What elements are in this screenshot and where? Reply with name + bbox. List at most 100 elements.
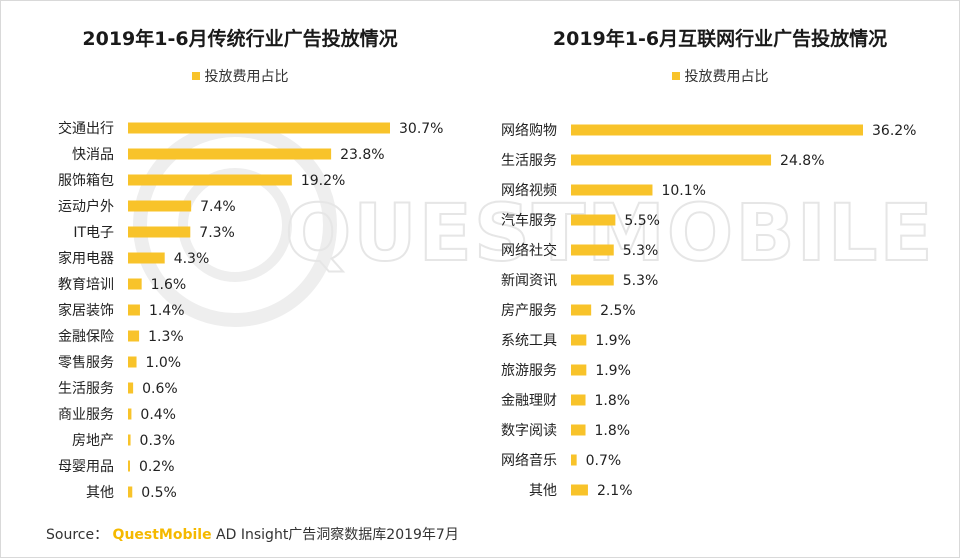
bar xyxy=(571,394,586,406)
value-label: 10.1% xyxy=(661,183,705,199)
value-label: 0.4% xyxy=(140,407,176,423)
category-label: 其他 xyxy=(529,483,557,499)
value-label: 24.8% xyxy=(780,153,824,169)
bar xyxy=(128,122,390,134)
bar xyxy=(128,226,191,238)
legend: 投放费用占比 xyxy=(0,66,480,86)
legend-swatch xyxy=(191,72,200,80)
bar-chart-internet: 网络购物 36.2% 生活服务 24.8% 网络视频 10.1% 汽车服务 5.5% 网络社交 5… xyxy=(501,123,916,499)
category-label: 教育培训 xyxy=(58,277,114,293)
value-label: 1.3% xyxy=(148,329,184,345)
bar-chart-traditional: 交通出行 30.7% 快消品 23.8% 服饰箱包 19.2% 运动户外 7.4% IT电子 7.… xyxy=(58,120,443,501)
bar xyxy=(128,356,137,368)
bar xyxy=(571,184,653,196)
bar xyxy=(571,214,616,226)
legend-swatch xyxy=(671,72,680,80)
bar xyxy=(571,124,863,136)
bar xyxy=(571,304,592,316)
category-label: 金融保险 xyxy=(58,329,114,345)
value-label: 30.7% xyxy=(399,121,443,137)
chart-title: 2019年1-6月互联网行业广告投放情况 xyxy=(552,28,888,50)
category-label: 家居装饰 xyxy=(58,302,114,319)
category-label: IT电子 xyxy=(73,225,114,241)
value-label: 0.5% xyxy=(141,485,177,501)
bar xyxy=(128,252,165,264)
bar xyxy=(128,278,142,290)
bar xyxy=(128,304,140,316)
chart-title: 2019年1-6月传统行业广告投放情况 xyxy=(82,28,398,50)
value-label: 1.9% xyxy=(595,333,631,349)
bar xyxy=(128,382,134,394)
value-label: 0.7% xyxy=(586,453,622,469)
category-label: 系统工具 xyxy=(501,333,557,349)
legend-label: 投放费用占比 xyxy=(684,69,769,85)
category-label: 快消品 xyxy=(72,147,114,163)
value-label: 5.3% xyxy=(623,273,659,289)
value-label: 4.3% xyxy=(174,251,210,267)
category-label: 母婴用品 xyxy=(58,459,114,475)
category-label: 生活服务 xyxy=(58,381,114,397)
category-label: 网络购物 xyxy=(501,123,557,139)
bar xyxy=(571,274,614,286)
category-label: 新闻资讯 xyxy=(501,273,557,289)
category-label: 生活服务 xyxy=(501,153,557,169)
bar xyxy=(571,424,586,436)
bar xyxy=(128,330,140,342)
bar xyxy=(571,154,772,166)
bar xyxy=(128,434,131,446)
category-label: 服饰箱包 xyxy=(58,173,114,189)
category-label: 房地产 xyxy=(72,433,114,449)
category-label: 商业服务 xyxy=(58,407,114,423)
value-label: 1.8% xyxy=(595,423,631,439)
bar xyxy=(128,408,132,420)
value-label: 2.5% xyxy=(600,303,636,319)
category-label: 运动户外 xyxy=(58,198,114,215)
category-label: 数字阅读 xyxy=(501,422,557,439)
source-prefix: Source： xyxy=(46,527,109,543)
bar xyxy=(571,454,577,466)
value-label: 1.0% xyxy=(146,355,182,371)
category-label: 汽车服务 xyxy=(501,212,557,229)
value-label: 7.4% xyxy=(200,199,236,215)
value-label: 23.8% xyxy=(340,147,384,163)
value-label: 1.9% xyxy=(595,363,631,379)
bar xyxy=(128,174,292,186)
bar xyxy=(128,460,130,472)
chart-panel-traditional: 2019年1-6月传统行业广告投放情况 投放费用占比 交通出行 30.7% 快消品 2… xyxy=(0,0,480,520)
category-label: 网络社交 xyxy=(501,242,557,259)
category-label: 零售服务 xyxy=(58,355,114,371)
value-label: 1.6% xyxy=(151,277,187,293)
source-brand: QuestMobile xyxy=(112,527,212,543)
legend: 投放费用占比 xyxy=(480,66,960,86)
bar xyxy=(128,148,332,160)
value-label: 1.4% xyxy=(149,303,185,319)
source-note: Source： QuestMobile AD Insight广告洞察数据库201… xyxy=(46,524,459,544)
bar xyxy=(571,334,587,346)
bar xyxy=(128,200,192,212)
chart-panel-internet: 2019年1-6月互联网行业广告投放情况 投放费用占比 网络购物 36.2% 生活服… xyxy=(480,0,960,520)
category-label: 网络视频 xyxy=(501,183,557,199)
legend-label: 投放费用占比 xyxy=(204,69,289,85)
category-label: 家用电器 xyxy=(58,250,114,267)
bar xyxy=(571,484,588,496)
category-label: 金融理财 xyxy=(501,393,557,409)
value-label: 5.3% xyxy=(623,243,659,259)
category-label: 其他 xyxy=(86,485,114,501)
bar xyxy=(571,364,587,376)
category-label: 旅游服务 xyxy=(501,363,557,379)
value-label: 0.6% xyxy=(142,381,178,397)
bar xyxy=(571,244,614,256)
value-label: 36.2% xyxy=(872,123,916,139)
source-suffix: AD Insight广告洞察数据库2019年7月 xyxy=(211,527,459,543)
category-label: 房产服务 xyxy=(501,303,557,319)
value-label: 0.2% xyxy=(139,459,175,475)
value-label: 0.3% xyxy=(140,433,176,449)
category-label: 网络音乐 xyxy=(501,452,557,469)
category-label: 交通出行 xyxy=(58,120,114,137)
value-label: 7.3% xyxy=(199,225,235,241)
value-label: 19.2% xyxy=(301,173,345,189)
bar xyxy=(128,486,133,498)
value-label: 1.8% xyxy=(595,393,631,409)
value-label: 2.1% xyxy=(597,483,633,499)
value-label: 5.5% xyxy=(624,213,660,229)
